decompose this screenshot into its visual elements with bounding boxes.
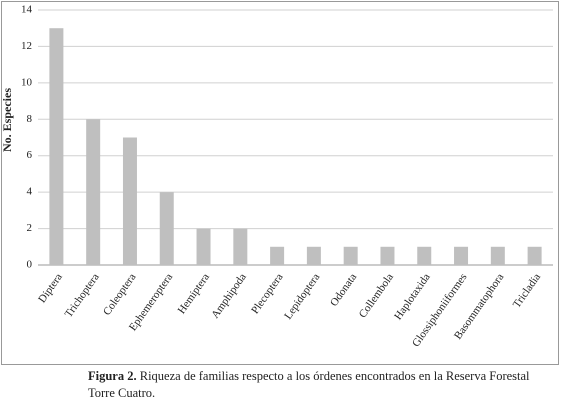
bar	[270, 246, 285, 265]
y-tick-label: 10	[21, 76, 33, 88]
bar	[306, 246, 321, 265]
bar	[122, 137, 137, 265]
bar	[196, 228, 211, 265]
bar	[343, 246, 358, 265]
caption-label: Figura 2.	[88, 369, 137, 383]
x-tick-label: Odonata	[328, 271, 359, 309]
bar	[454, 246, 469, 265]
x-tick-label: Haplotaxida	[392, 271, 433, 322]
x-tick-label: Trichoptera	[63, 271, 102, 320]
bar	[417, 246, 432, 265]
x-tick-label: Lepidoptera	[282, 271, 322, 322]
x-tick-label: Amphipoda	[209, 271, 249, 321]
x-tick-label: Tricladia	[511, 271, 543, 310]
bar	[233, 228, 248, 265]
y-axis-label: No. Especies	[0, 88, 14, 152]
bar	[49, 28, 64, 266]
bar	[86, 119, 101, 266]
caption: Figura 2. Riqueza de familias respecto a…	[88, 369, 530, 383]
x-tick-label: Plecoptera	[249, 271, 286, 316]
bar	[380, 246, 395, 265]
x-tick-label: Coleoptera	[101, 271, 139, 318]
y-tick-label: 12	[21, 40, 32, 52]
y-tick-label: 6	[27, 149, 33, 161]
bar	[527, 246, 542, 265]
bar	[159, 192, 174, 265]
x-tick-label: Diptera	[36, 271, 65, 305]
caption-line2: Torre Cuatro.	[88, 386, 155, 400]
x-tick-label: Collembola	[357, 271, 396, 320]
caption-text: Riqueza de familias respecto a los órden…	[140, 369, 530, 383]
y-tick-label: 2	[27, 222, 33, 234]
y-tick-label: 8	[27, 113, 33, 125]
x-tick-label: Hemiptera	[176, 271, 213, 316]
y-tick-label: 4	[27, 186, 33, 198]
chart-frame	[1, 1, 559, 365]
y-tick-label: 14	[21, 4, 33, 16]
bar	[490, 246, 505, 265]
y-tick-label: 0	[27, 259, 33, 271]
